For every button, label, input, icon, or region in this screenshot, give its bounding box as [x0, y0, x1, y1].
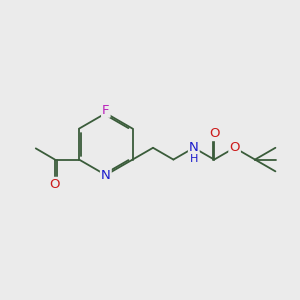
Text: O: O: [230, 141, 240, 154]
Text: F: F: [102, 104, 110, 117]
Text: O: O: [209, 127, 220, 140]
Text: H: H: [190, 154, 198, 164]
Text: N: N: [101, 169, 111, 182]
Text: O: O: [50, 178, 60, 191]
Text: N: N: [189, 141, 199, 154]
